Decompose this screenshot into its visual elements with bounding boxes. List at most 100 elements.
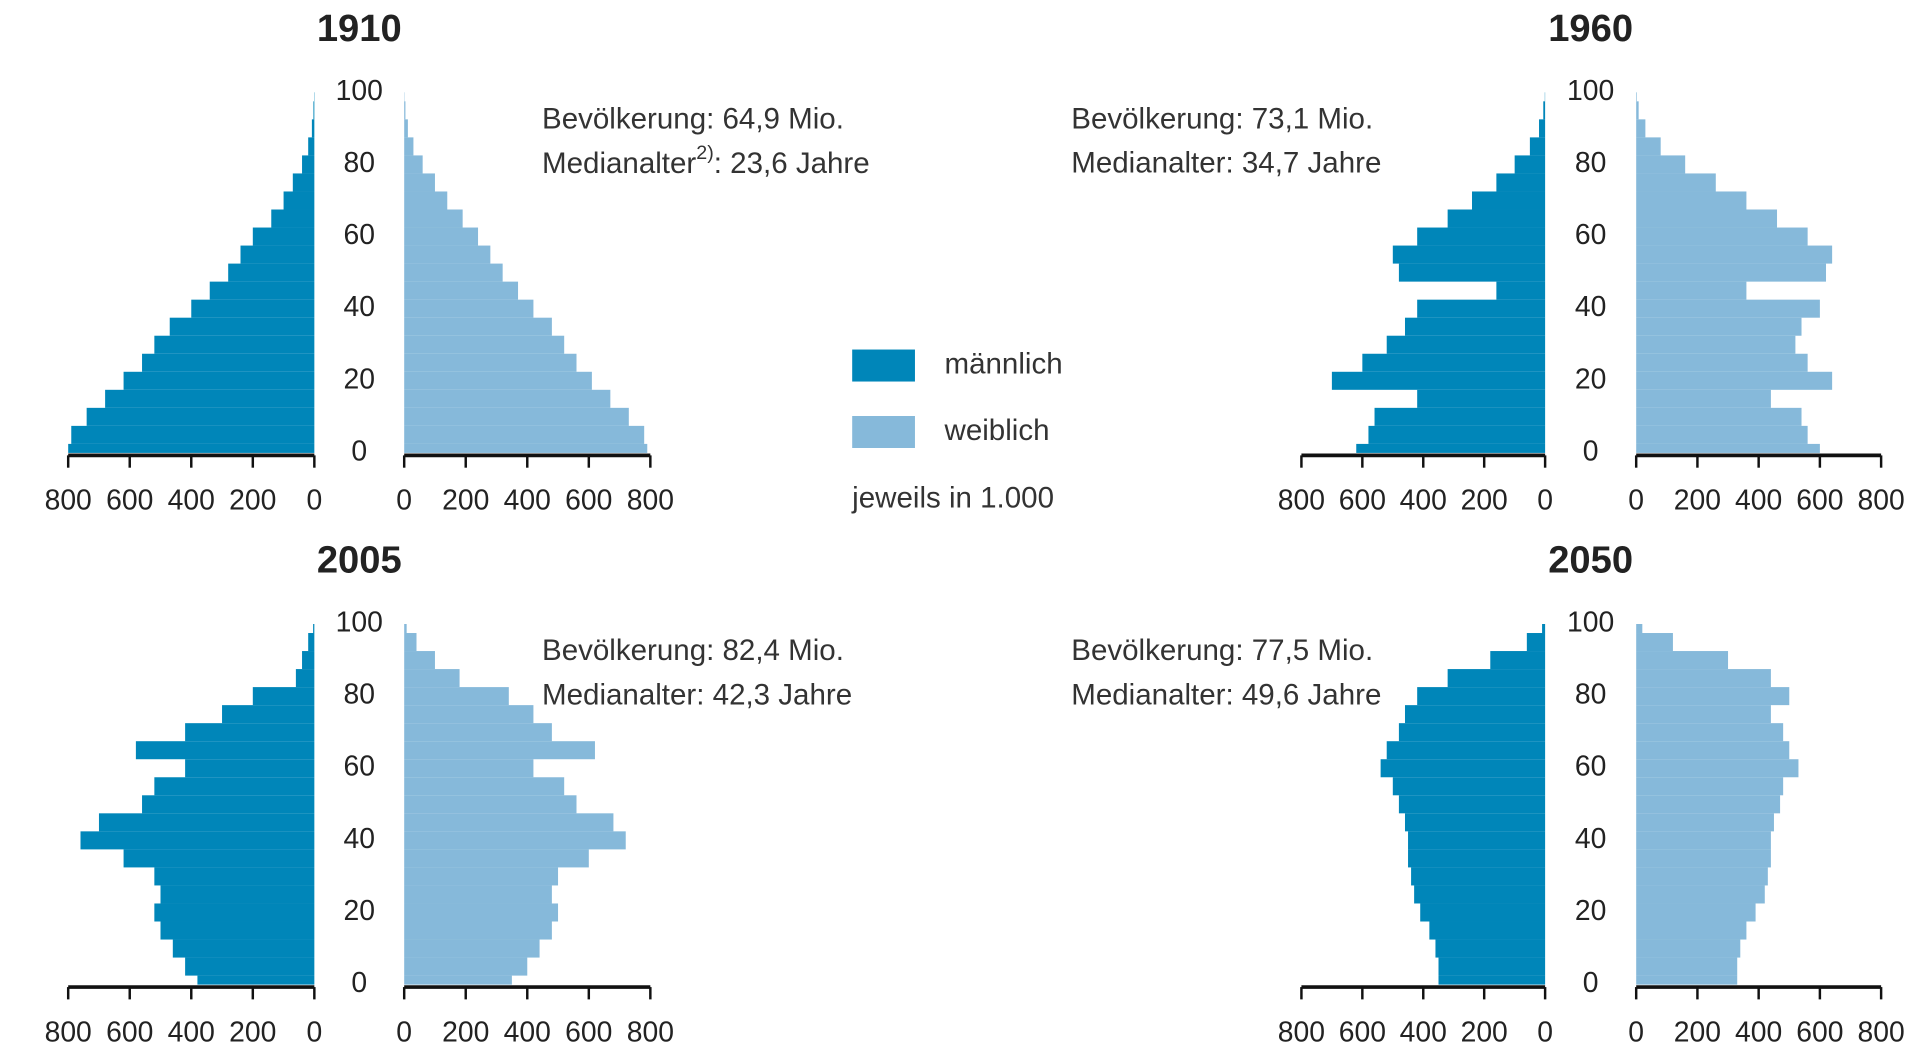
- y-tick-label: 20: [1575, 894, 1606, 926]
- legend-swatch: [852, 416, 915, 448]
- male-bar: [142, 353, 315, 372]
- female-bar: [1636, 173, 1716, 192]
- x-tick-label: 200: [442, 1015, 489, 1047]
- female-bar: [1636, 903, 1756, 922]
- y-tick-label: 80: [344, 678, 375, 710]
- female-bar: [1636, 227, 1808, 246]
- male-bar: [154, 903, 315, 922]
- female-bar: [1636, 849, 1771, 868]
- y-tick-label: 100: [336, 74, 383, 106]
- male-bar: [252, 687, 315, 706]
- y-tick-label: 100: [1567, 605, 1614, 637]
- annotation-text: : 23,6 Jahre: [714, 147, 870, 180]
- female-bar: [1636, 651, 1729, 670]
- male-bar: [172, 939, 315, 958]
- male-bar: [1386, 741, 1546, 760]
- x-tick-label: 400: [504, 1015, 551, 1047]
- y-tick-label: 100: [1567, 74, 1614, 106]
- male-bar: [1420, 903, 1546, 922]
- y-tick-label: 80: [1575, 146, 1606, 178]
- female-bar: [404, 173, 435, 192]
- y-tick-label: 0: [351, 434, 367, 466]
- x-tick-label: 0: [396, 484, 412, 516]
- x-tick-label: 800: [1858, 1015, 1905, 1047]
- y-tick-label: 0: [1583, 434, 1599, 466]
- y-tick-label: 0: [1583, 966, 1599, 998]
- female-bar: [404, 425, 645, 444]
- male-bar: [1542, 624, 1546, 634]
- male-bar: [1404, 813, 1546, 832]
- female-bar: [1636, 263, 1827, 282]
- male-bar: [123, 849, 315, 868]
- male-bar: [71, 425, 315, 444]
- x-tick-label: 0: [1537, 1015, 1553, 1047]
- male-bar: [252, 227, 315, 246]
- x-tick-label: 400: [1400, 484, 1447, 516]
- x-tick-label: 0: [1628, 484, 1644, 516]
- x-tick-label: 200: [229, 1015, 276, 1047]
- x-tick-label: 200: [1674, 1015, 1721, 1047]
- chart-title: 1960: [1548, 7, 1633, 50]
- male-bar: [1414, 885, 1546, 904]
- male-bar: [302, 155, 315, 174]
- y-tick-label: 40: [344, 290, 375, 322]
- male-bar: [271, 209, 315, 228]
- female-bar: [1636, 245, 1833, 264]
- female-bar: [1636, 741, 1790, 760]
- male-bar: [1392, 777, 1546, 796]
- female-bar: [1636, 299, 1820, 318]
- male-bar: [1435, 939, 1546, 958]
- male-bar: [1404, 705, 1546, 724]
- female-bar: [1636, 705, 1771, 724]
- male-bar: [185, 759, 315, 778]
- x-tick-label: 400: [1400, 1015, 1447, 1047]
- y-tick-label: 100: [336, 605, 383, 637]
- annotation: Bevölkerung: 64,9 Mio.: [542, 102, 844, 135]
- male-bar: [160, 921, 315, 940]
- male-bar: [1438, 957, 1546, 976]
- female-bar: [404, 651, 435, 670]
- x-tick-label: 600: [1339, 1015, 1386, 1047]
- male-bar: [295, 669, 315, 688]
- x-tick-label: 600: [565, 1015, 612, 1047]
- male-bar: [308, 137, 315, 156]
- x-tick-label: 0: [306, 1015, 322, 1047]
- male-bar: [313, 624, 315, 634]
- female-bar: [1636, 669, 1771, 688]
- female-bar: [404, 119, 408, 138]
- x-tick-label: 200: [442, 484, 489, 516]
- female-bar: [1636, 101, 1639, 120]
- female-bar: [1636, 353, 1808, 372]
- female-bar: [404, 831, 626, 850]
- female-bar: [404, 317, 552, 336]
- female-bar: [404, 371, 592, 390]
- male-bar: [197, 975, 315, 985]
- y-tick-label: 0: [351, 966, 367, 998]
- female-bar: [1636, 723, 1784, 742]
- male-bar: [302, 651, 315, 670]
- male-bar: [1526, 633, 1546, 652]
- female-bar: [404, 723, 552, 742]
- male-bar: [1438, 975, 1546, 985]
- x-tick-label: 800: [1278, 484, 1325, 516]
- x-tick-label: 0: [1537, 484, 1553, 516]
- female-bar: [404, 669, 460, 688]
- male-bar: [1529, 137, 1546, 156]
- male-bar: [1490, 651, 1546, 670]
- female-bar: [404, 227, 479, 246]
- male-bar: [283, 191, 315, 210]
- female-bar: [404, 407, 629, 426]
- female-bar: [404, 245, 491, 264]
- x-tick-label: 400: [1735, 484, 1782, 516]
- female-bar: [404, 624, 407, 634]
- male-bar: [1408, 831, 1546, 850]
- male-bar: [1417, 227, 1546, 246]
- y-tick-label: 80: [1575, 678, 1606, 710]
- male-bar: [1408, 849, 1546, 868]
- y-tick-label: 60: [344, 218, 375, 250]
- male-bar: [1417, 687, 1546, 706]
- female-bar: [404, 299, 534, 318]
- x-tick-label: 800: [45, 1015, 92, 1047]
